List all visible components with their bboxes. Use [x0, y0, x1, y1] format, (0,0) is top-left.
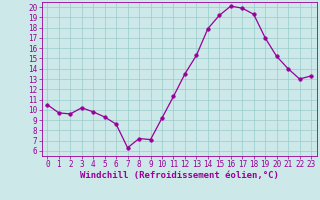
X-axis label: Windchill (Refroidissement éolien,°C): Windchill (Refroidissement éolien,°C): [80, 171, 279, 180]
